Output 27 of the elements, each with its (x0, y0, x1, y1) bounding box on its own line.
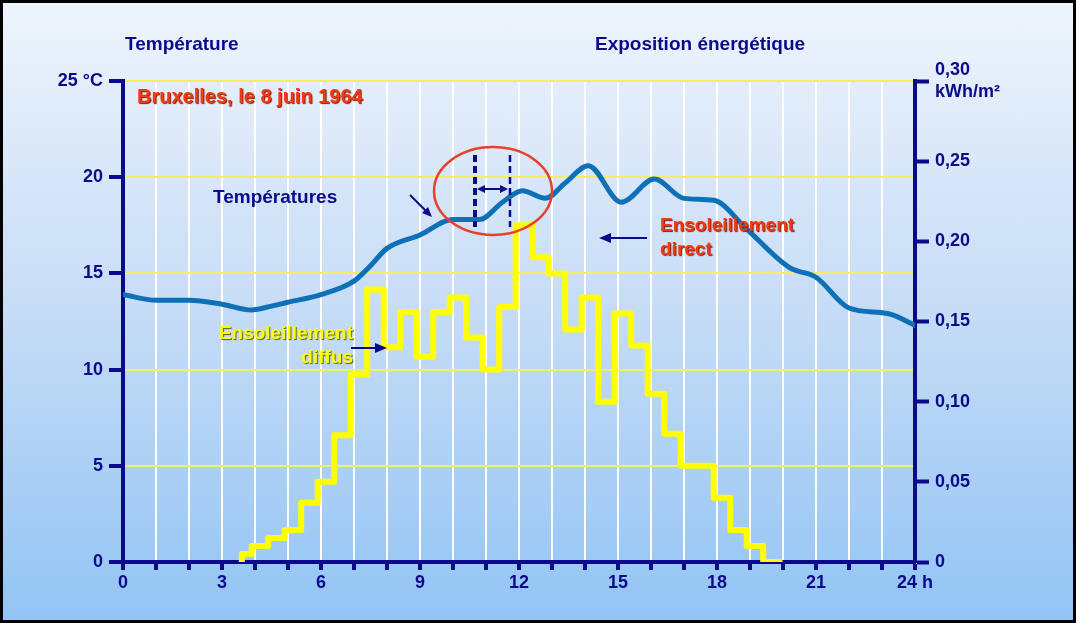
x-tick-label: 6 (315, 571, 327, 592)
x-tick-label: 9 (414, 571, 426, 592)
y2-tick-label: 0,15 (935, 310, 971, 331)
y-tick-label: 20 (82, 166, 103, 187)
y-tick-label: 10 (82, 358, 103, 379)
x-tick-label: 12 (508, 571, 530, 592)
y-tick-label: 25 °C (57, 69, 103, 90)
annotation: Températures (213, 185, 339, 209)
x-tick-label: 18 (706, 571, 728, 592)
x-tick-label: 15 (607, 571, 629, 592)
x-tick-label: 24 h (896, 571, 934, 592)
y-tick-label: 15 (82, 262, 103, 283)
x-tick-label: 0 (117, 571, 129, 592)
y2-tick-label: 0,05 (935, 470, 971, 491)
y-tick-label: 0 (92, 550, 103, 571)
y-axis-title: Température (125, 33, 239, 55)
x-tick-label: 21 (805, 571, 827, 592)
y2-tick-label: 0 (935, 550, 946, 571)
y-tick-label: 5 (92, 454, 103, 475)
chart-title: Bruxelles, le 8 juin 1964 (137, 85, 363, 108)
y2-tick-label: 0,25 (935, 150, 971, 171)
y2-tick-label: 0,30 kWh/m² (935, 59, 1000, 101)
y2-axis-title: Exposition énergétique (595, 33, 806, 55)
annotation: Ensoleillement diffus (217, 321, 353, 369)
x-tick-label: 3 (216, 571, 228, 592)
y2-tick-label: 0,10 (935, 390, 971, 411)
y2-tick-label: 0,20 (935, 230, 971, 251)
